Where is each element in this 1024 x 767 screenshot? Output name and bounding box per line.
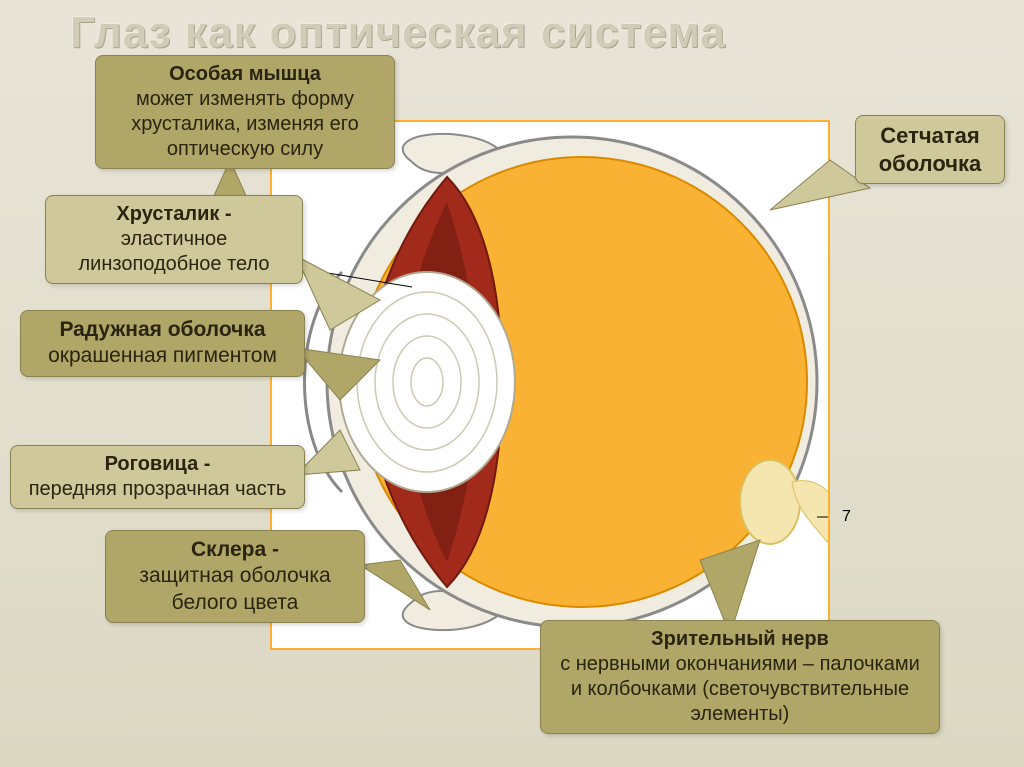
- callout-iris-head: Радужная оболочка: [33, 317, 292, 343]
- callout-nerve-head: Зрительный нерв: [553, 627, 927, 652]
- callout-lens: Хрусталик - эластичное линзоподобное тел…: [45, 195, 303, 284]
- callout-sclera-body: защитная оболочка белого цвета: [118, 563, 352, 616]
- callout-nerve: Зрительный нерв с нервными окончаниями –…: [540, 620, 940, 734]
- figure-number-7: 7: [842, 508, 851, 526]
- callout-sclera: Склера - защитная оболочка белого цвета: [105, 530, 365, 623]
- callout-cornea-head: Роговица -: [23, 452, 292, 477]
- callout-muscle-body: может изменять форму хрусталика, изменяя…: [108, 87, 382, 162]
- callout-nerve-body: с нервными окончаниями – палочками и кол…: [553, 652, 927, 727]
- callout-muscle: Особая мышца может изменять форму хруста…: [95, 55, 395, 169]
- callout-retina: Сетчатая оболочка: [855, 115, 1005, 184]
- callout-iris-body: окрашенная пигментом: [33, 343, 292, 369]
- callout-cornea-body: передняя прозрачная часть: [23, 477, 292, 502]
- page-title: Глаз как оптическая система: [70, 8, 726, 58]
- callout-sclera-head: Склера -: [118, 537, 352, 563]
- callout-lens-head: Хрусталик -: [58, 202, 290, 227]
- callout-muscle-head: Особая мышца: [108, 62, 382, 87]
- callout-retina-head: Сетчатая оболочка: [868, 122, 992, 177]
- callout-cornea: Роговица - передняя прозрачная часть: [10, 445, 305, 509]
- callout-lens-body: эластичное линзоподобное тело: [58, 227, 290, 277]
- callout-iris: Радужная оболочка окрашенная пигментом: [20, 310, 305, 377]
